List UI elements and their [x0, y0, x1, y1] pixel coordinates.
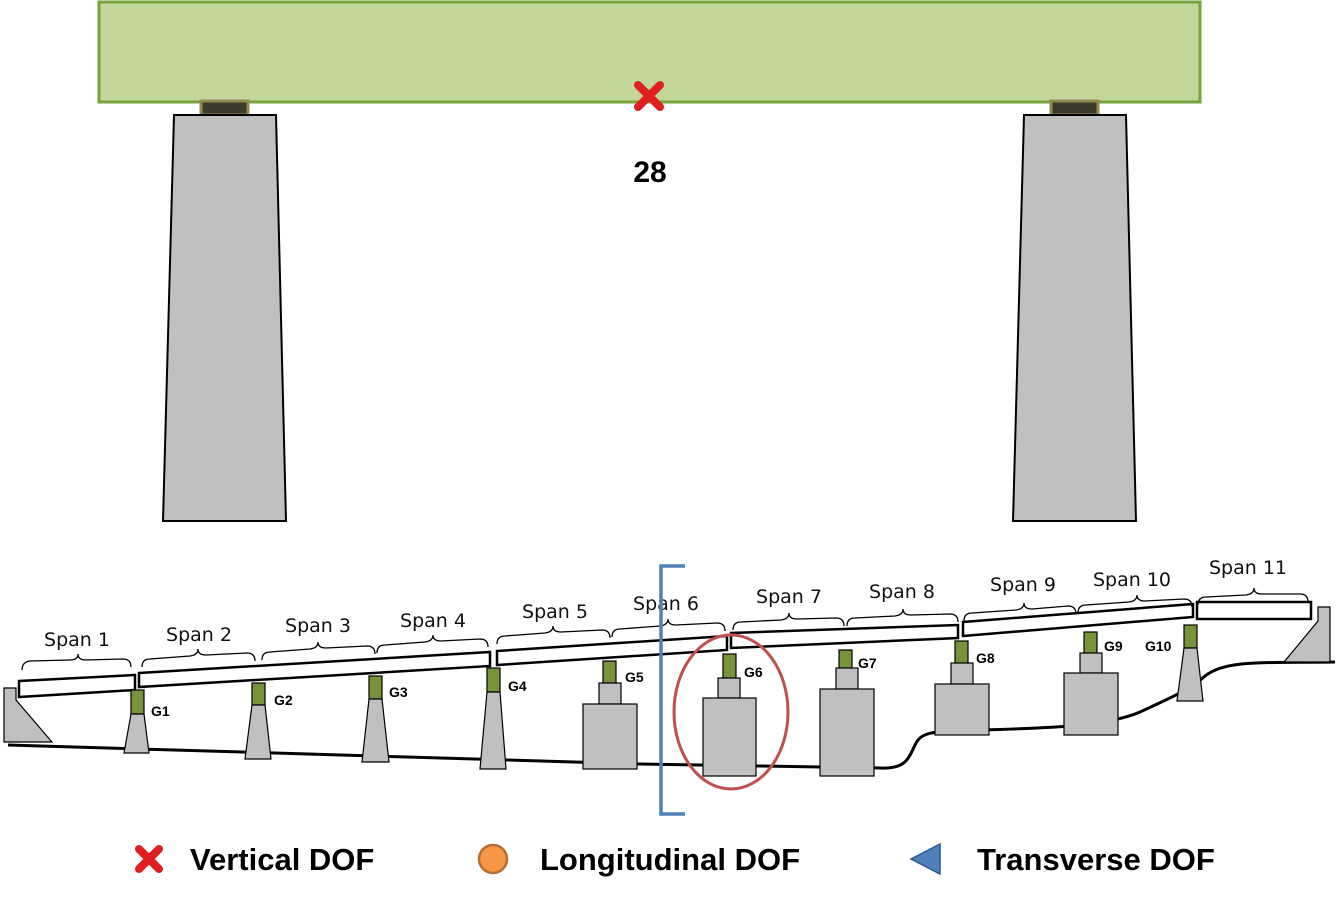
pier-cap-g9 [1083, 631, 1098, 654]
pier-g10 [1176, 647, 1204, 702]
span-label: Span 9 [990, 574, 1056, 596]
span-label: Span 5 [522, 601, 588, 623]
pier-labels: G1 G2 G3 G4 G5 G6 G7 G8 G9 G10 [151, 638, 1172, 719]
vertical-dof-marker [634, 81, 664, 111]
abutment-right [1282, 606, 1331, 663]
bearing-right [1049, 99, 1100, 117]
transverse-dof-icon [909, 842, 941, 876]
legend-vertical-label: Vertical DOF [190, 842, 374, 877]
detail-view: 28 [97, 0, 1202, 522]
legend-longitudinal-label: Longitudinal DOF [540, 842, 800, 877]
pier-neck-g5 [598, 682, 622, 705]
pier-neck-g9 [1079, 652, 1103, 674]
pier-g8 [934, 683, 990, 736]
pier-cap-g2 [251, 682, 266, 706]
pier-cap-g6 [722, 653, 737, 679]
span-label: Span 6 [633, 593, 699, 615]
bridge-overview: Span 1 Span 2 Span 3 Span 4 Span 5 Span … [3, 557, 1336, 816]
pier-cap-g10 [1183, 624, 1198, 649]
bearing-left [199, 99, 250, 117]
vertical-dof-icon [135, 845, 163, 873]
pier-g1 [123, 713, 150, 754]
pier-label: G1 [151, 703, 170, 719]
node-number-label: 28 [633, 156, 666, 189]
pier-cap-g5 [602, 660, 617, 684]
pier-label: G6 [744, 664, 763, 680]
pier-column-left [161, 114, 288, 522]
pier-cap-g4 [486, 667, 501, 693]
span-label: Span 1 [44, 629, 110, 651]
pier-g7 [819, 688, 875, 777]
section-bracket [659, 564, 685, 816]
span-labels: Span 1 Span 2 Span 3 Span 4 Span 5 Span … [44, 557, 1287, 651]
pier-label: G7 [858, 655, 877, 671]
pier-cap-g8 [954, 640, 969, 664]
span-label: Span 10 [1093, 569, 1171, 591]
pier-label: G10 [1145, 638, 1172, 654]
pier-cap-g7 [838, 649, 853, 669]
pier-cap-g1 [130, 689, 145, 715]
deck-slab [97, 0, 1202, 104]
span-label: Span 8 [869, 581, 935, 603]
pier-g2 [244, 704, 272, 760]
pier-neck-g8 [950, 662, 974, 685]
pier-label: G8 [976, 650, 995, 666]
span-label: Span 7 [756, 586, 822, 608]
pier-label: G4 [508, 678, 527, 694]
pier-label: G9 [1104, 638, 1123, 654]
highlight-circle [672, 633, 790, 791]
pier-cap-g3 [368, 675, 383, 700]
span-label: Span 2 [166, 624, 232, 646]
pier-g5 [582, 703, 638, 770]
pier-g3 [361, 698, 390, 763]
pier-neck-g6 [717, 677, 741, 699]
abutment-left [3, 687, 54, 743]
legend-transverse-label: Transverse DOF [977, 842, 1215, 877]
pier-label: G3 [389, 684, 408, 700]
pier-g9 [1063, 672, 1119, 736]
pier-g6 [702, 697, 757, 777]
span-braces [21, 587, 1309, 671]
legend: Vertical DOF Longitudinal DOF Transverse… [135, 842, 1215, 877]
pier-neck-g7 [835, 667, 859, 690]
longitudinal-dof-icon [477, 843, 509, 875]
pier-g4 [479, 691, 507, 770]
deck-girders [17, 600, 1313, 699]
piers [123, 624, 1204, 777]
span-label: Span 4 [400, 610, 466, 632]
span-label: Span 11 [1209, 557, 1287, 579]
pier-column-right [1011, 114, 1138, 522]
pier-label: G2 [274, 692, 293, 708]
pier-label: G5 [625, 669, 644, 685]
span-label: Span 3 [285, 615, 351, 637]
